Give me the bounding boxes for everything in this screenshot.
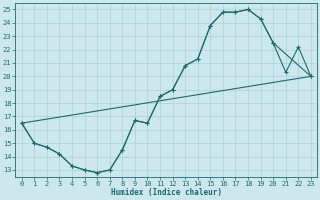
X-axis label: Humidex (Indice chaleur): Humidex (Indice chaleur)	[111, 188, 222, 197]
